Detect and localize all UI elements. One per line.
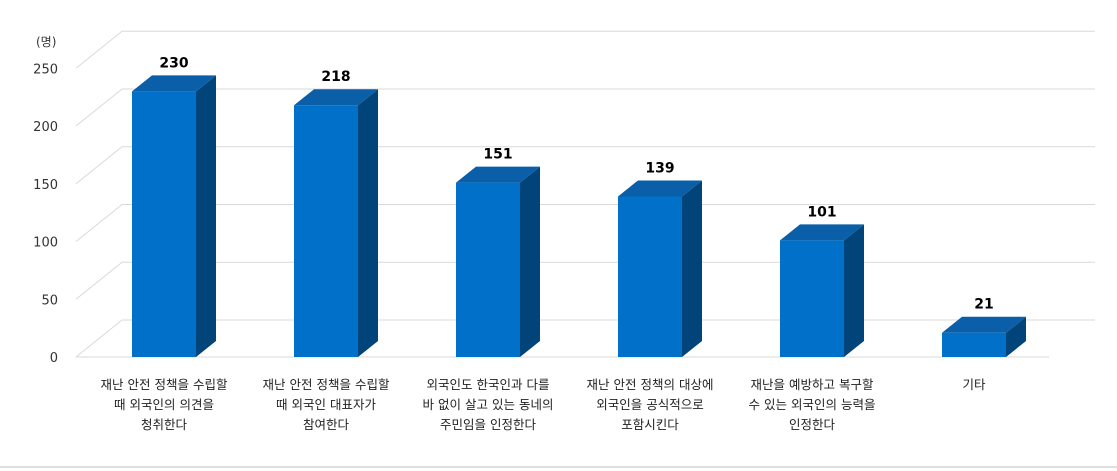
bar-top bbox=[132, 75, 216, 92]
bar-front bbox=[618, 196, 682, 357]
y-tick-label: 50 bbox=[41, 293, 58, 308]
y-axis: 0 50 100 150 200 250 bbox=[33, 62, 58, 366]
bar bbox=[456, 166, 540, 357]
bar-top bbox=[456, 166, 540, 183]
category-label-line: 수 있는 외국인의 능력을 bbox=[749, 397, 876, 412]
category-label-line: 포함시킨다 bbox=[621, 417, 679, 432]
bar bbox=[132, 75, 216, 357]
bar-top bbox=[942, 316, 1026, 333]
category-label-line: 기타 bbox=[962, 377, 986, 392]
bars bbox=[132, 75, 1026, 358]
bar-side bbox=[196, 75, 216, 357]
bar bbox=[942, 316, 1026, 357]
category-label-line: 재난 안전 정책의 대상에 bbox=[587, 377, 714, 392]
y-tick-label: 200 bbox=[33, 120, 58, 135]
bar-front bbox=[456, 182, 520, 357]
category-label-line: 인정한다 bbox=[789, 417, 836, 432]
y-tick-label: 250 bbox=[33, 62, 58, 77]
gridline-diagonal bbox=[75, 319, 123, 358]
gridline-diagonal bbox=[75, 30, 123, 69]
gridline-diagonal bbox=[75, 261, 123, 300]
bar-front bbox=[942, 332, 1006, 357]
y-tick-label: 150 bbox=[33, 178, 58, 193]
category-label-line: 외국인을 공식적으로 bbox=[596, 397, 703, 412]
gridlines bbox=[75, 30, 1095, 358]
bar bbox=[618, 180, 702, 357]
y-axis-unit-label: (명) bbox=[36, 35, 56, 49]
bar-top bbox=[294, 89, 378, 106]
gridline-diagonal bbox=[75, 204, 123, 242]
value-label: 230 bbox=[159, 55, 188, 71]
bar-front bbox=[780, 240, 844, 357]
category-label-line: 외국인도 한국인과 다를 bbox=[427, 377, 550, 392]
category-label-line: 재난 안전 정책을 수립할 bbox=[101, 377, 228, 392]
bar-top bbox=[618, 180, 702, 197]
value-label: 101 bbox=[807, 204, 836, 220]
value-label: 21 bbox=[974, 297, 993, 313]
category-label: 기타 bbox=[962, 377, 986, 392]
category-label-line: 재난을 예방하고 복구할 bbox=[751, 377, 874, 392]
y-tick-label: 100 bbox=[33, 236, 58, 251]
bar-front bbox=[294, 105, 358, 358]
category-label-line: 바 없이 살고 있는 동네의 bbox=[423, 397, 554, 412]
category-label-line: 때 외국인의 의견을 bbox=[114, 397, 214, 412]
bar-side bbox=[358, 89, 378, 358]
category-label-line: 주민임을 인정한다 bbox=[440, 417, 536, 432]
category-label-line: 참여한다 bbox=[303, 417, 350, 432]
bar bbox=[780, 224, 864, 357]
bar bbox=[294, 89, 378, 358]
gridline-diagonal bbox=[75, 88, 123, 127]
bar-side bbox=[1006, 316, 1026, 357]
value-labels: 230 218 151 139 101 21 bbox=[159, 55, 993, 312]
value-label: 218 bbox=[321, 69, 350, 85]
value-label: 139 bbox=[645, 160, 674, 176]
category-label-line: 청취한다 bbox=[141, 417, 188, 432]
category-label-line: 때 외국인 대표자가 bbox=[276, 397, 376, 412]
y-tick-label: 0 bbox=[50, 351, 58, 366]
category-label-line: 재난 안전 정책을 수립할 bbox=[263, 377, 390, 392]
bar-side bbox=[520, 166, 540, 357]
bar-side bbox=[682, 180, 702, 357]
value-label: 151 bbox=[483, 147, 512, 163]
bar-side bbox=[844, 224, 864, 357]
bar-top bbox=[780, 224, 864, 241]
gridline-diagonal bbox=[75, 146, 123, 185]
bar-front bbox=[132, 91, 196, 357]
